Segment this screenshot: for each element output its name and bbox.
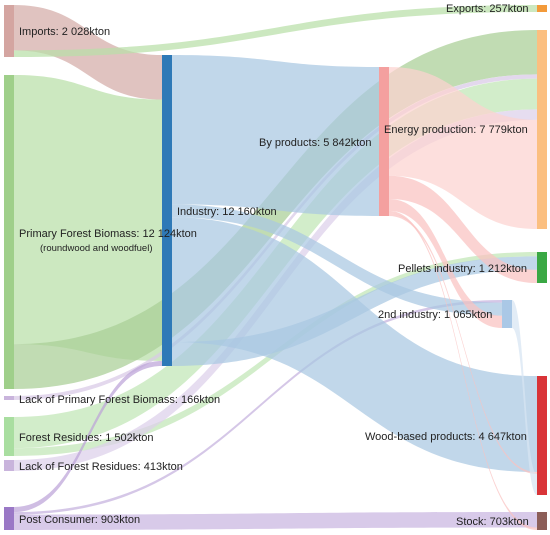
node-label-post-consumer: Post Consumer: 903kton: [19, 514, 140, 526]
link-byproducts-to-stock: [389, 210, 537, 530]
link-byproducts-to-energy: [389, 67, 537, 229]
node-label-forest-residues: Forest Residues: 1 502kton: [19, 432, 154, 444]
link-imports-to-exports: [14, 5, 537, 57]
node-second-industry: [502, 300, 512, 328]
node-label-exports: Exports: 257kton: [446, 3, 529, 15]
link-pfb-to-industry: [14, 75, 162, 361]
link-industry-to-byproducts: [172, 55, 379, 216]
link-second-industry-to-wood-products: [512, 300, 537, 495]
node-pellets: [537, 252, 547, 283]
node-label-energy-production: Energy production: 7 779kton: [384, 124, 528, 136]
link-industry-to-pellets: [172, 256, 537, 366]
node-post-consumer: [4, 507, 14, 530]
node-energy: [537, 30, 547, 229]
node-label-by-products: By products: 5 842kton: [259, 137, 372, 149]
node-pfb: [4, 75, 14, 389]
node-label-industry: Industry: 12 160kton: [177, 206, 277, 218]
node-label-lack-primary-forest-biomass: Lack of Primary Forest Biomass: 166kton: [19, 394, 220, 406]
link-byproducts-to-second-industry: [389, 199, 502, 328]
node-byproducts: [379, 67, 389, 216]
sankey-links: [14, 5, 537, 530]
node-wood-products: [537, 376, 547, 495]
node-label-pellets-industry: Pellets industry: 1 212kton: [398, 263, 527, 275]
link-industry-to-second-industry: [172, 204, 502, 316]
link-byproducts-to-wood-products: [389, 213, 537, 475]
node-label-imports: Imports: 2 028kton: [19, 26, 110, 38]
node-lack-pfb: [4, 396, 14, 400]
node-label-stock: Stock: 703kton: [456, 516, 529, 528]
node-exports: [537, 5, 547, 12]
link-post-consumer-to-stock: [14, 512, 537, 530]
link-lack-pfb-to-energy: [14, 74, 537, 401]
node-industry: [162, 55, 172, 366]
node-lack-fr: [4, 460, 14, 471]
node-forest-res: [4, 417, 14, 456]
link-post-consumer-to-industry: [14, 360, 162, 513]
link-byproducts-to-pellets: [389, 175, 537, 283]
link-industry-to-wood-products: [172, 217, 537, 473]
node-sublabel-primary-forest-biomass: (roundwood and woodfuel): [40, 243, 153, 254]
link-post-consumer-to-second-industry: [14, 300, 502, 515]
node-label-2nd-industry: 2nd industry: 1 065kton: [378, 309, 492, 321]
node-label-primary-forest-biomass: Primary Forest Biomass: 12 124kton: [19, 228, 197, 240]
node-imports: [4, 5, 14, 57]
sankey-nodes: [4, 5, 547, 530]
node-label-wood-based-products: Wood-based products: 4 647kton: [365, 431, 527, 443]
node-stock: [537, 512, 547, 530]
node-label-lack-forest-residues: Lack of Forest Residues: 413kton: [19, 461, 183, 473]
